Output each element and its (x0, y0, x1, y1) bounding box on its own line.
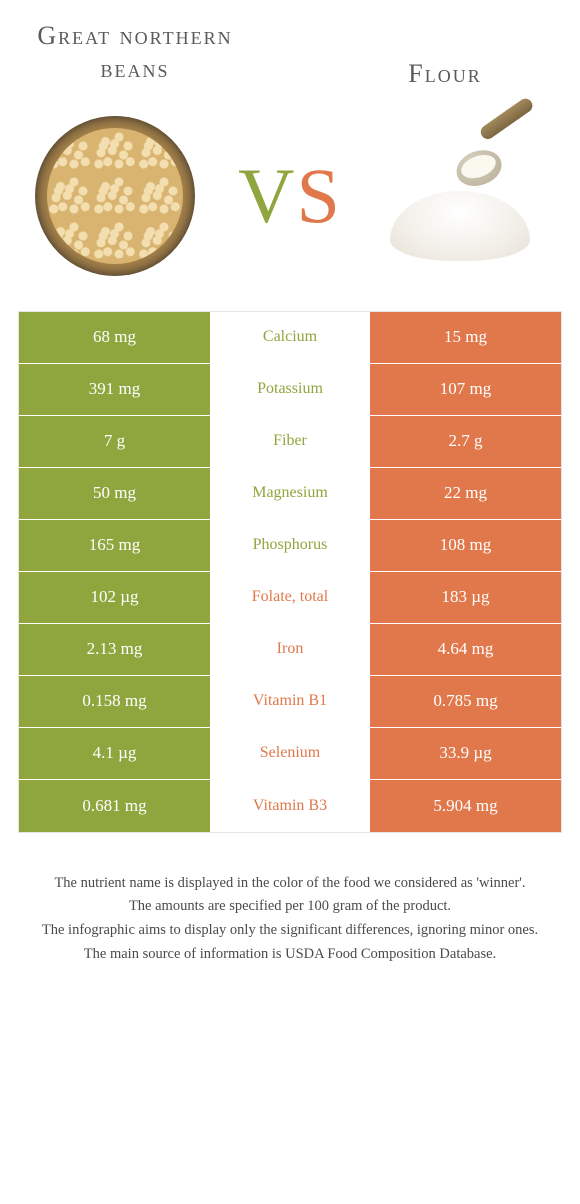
table-row: 165 mgPhosphorus108 mg (19, 520, 561, 572)
flour-image (380, 111, 550, 281)
bowl-of-beans-icon (35, 116, 195, 276)
header: Great northern beans Flour (0, 0, 580, 101)
left-value: 391 mg (19, 364, 210, 415)
left-value: 0.158 mg (19, 676, 210, 727)
right-food-title: Flour (340, 58, 550, 91)
comparison-table: 68 mgCalcium15 mg391 mgPotassium107 mg7 … (18, 311, 562, 833)
right-value: 22 mg (370, 468, 561, 519)
footnote-line: The nutrient name is displayed in the co… (30, 873, 550, 895)
left-value: 68 mg (19, 312, 210, 363)
nutrient-label: Vitamin B3 (210, 780, 370, 832)
beans-image (30, 111, 200, 281)
nutrient-label: Selenium (210, 728, 370, 779)
left-value: 4.1 µg (19, 728, 210, 779)
flour-scoop-icon (380, 121, 550, 271)
nutrient-label: Magnesium (210, 468, 370, 519)
left-value: 0.681 mg (19, 780, 210, 832)
right-value: 2.7 g (370, 416, 561, 467)
left-food-title: Great northern beans (30, 20, 240, 85)
right-value: 0.785 mg (370, 676, 561, 727)
right-value: 15 mg (370, 312, 561, 363)
nutrient-label: Phosphorus (210, 520, 370, 571)
right-value: 5.904 mg (370, 780, 561, 832)
right-value: 4.64 mg (370, 624, 561, 675)
left-value: 7 g (19, 416, 210, 467)
left-value: 50 mg (19, 468, 210, 519)
right-value: 183 µg (370, 572, 561, 623)
right-value: 33.9 µg (370, 728, 561, 779)
table-row: 0.158 mgVitamin B10.785 mg (19, 676, 561, 728)
images-row: VS (0, 101, 580, 311)
table-row: 102 µgFolate, total183 µg (19, 572, 561, 624)
nutrient-label: Folate, total (210, 572, 370, 623)
nutrient-label: Calcium (210, 312, 370, 363)
table-row: 391 mgPotassium107 mg (19, 364, 561, 416)
table-row: 7 gFiber2.7 g (19, 416, 561, 468)
right-value: 108 mg (370, 520, 561, 571)
left-value: 2.13 mg (19, 624, 210, 675)
vs-v: V (238, 152, 296, 239)
table-row: 4.1 µgSelenium33.9 µg (19, 728, 561, 780)
table-row: 0.681 mgVitamin B35.904 mg (19, 780, 561, 832)
table-row: 68 mgCalcium15 mg (19, 312, 561, 364)
left-value: 102 µg (19, 572, 210, 623)
footnote-line: The infographic aims to display only the… (30, 920, 550, 942)
vs-s: S (296, 152, 341, 239)
table-row: 2.13 mgIron4.64 mg (19, 624, 561, 676)
footnote-line: The main source of information is USDA F… (30, 944, 550, 966)
table-row: 50 mgMagnesium22 mg (19, 468, 561, 520)
nutrient-label: Iron (210, 624, 370, 675)
vs-label: VS (238, 151, 342, 241)
footnotes: The nutrient name is displayed in the co… (0, 833, 580, 998)
nutrient-label: Vitamin B1 (210, 676, 370, 727)
nutrient-label: Fiber (210, 416, 370, 467)
left-value: 165 mg (19, 520, 210, 571)
nutrient-label: Potassium (210, 364, 370, 415)
right-value: 107 mg (370, 364, 561, 415)
footnote-line: The amounts are specified per 100 gram o… (30, 896, 550, 918)
